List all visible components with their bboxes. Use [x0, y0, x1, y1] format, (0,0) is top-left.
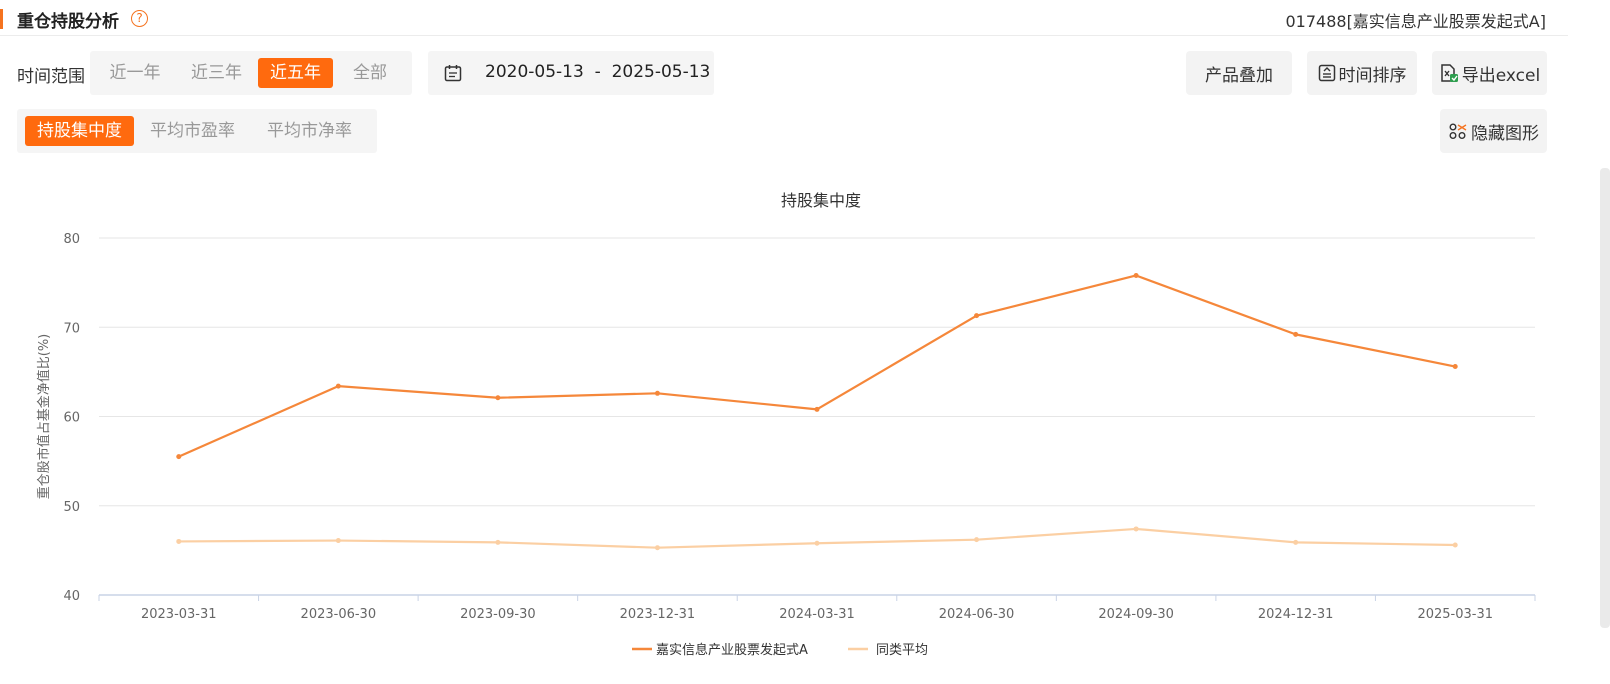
vertical-scrollbar[interactable] [1600, 168, 1610, 628]
series-point-1 [176, 538, 182, 544]
product-overlay-label: 产品叠加 [1205, 65, 1273, 86]
hide-graph-icon [1449, 123, 1467, 139]
help-icon[interactable]: ? [131, 10, 148, 27]
series-point-0 [974, 313, 980, 319]
y-tick-label: 60 [63, 411, 80, 426]
series-point-0 [654, 390, 660, 396]
series-point-0 [335, 383, 341, 389]
legend-label-1: 同类平均 [876, 643, 928, 658]
x-tick-label: 2024-03-31 [779, 607, 855, 622]
metric-tab-0[interactable]: 持股集中度 [25, 116, 134, 146]
hide-chart-label: 隐藏图形 [1471, 123, 1539, 144]
product-overlay-button[interactable]: 产品叠加 [1186, 51, 1292, 95]
x-tick-label: 2024-12-31 [1258, 607, 1334, 622]
date-range-text: 2020-05-13 - 2025-05-13 [485, 62, 710, 82]
section-title: 重仓持股分析 [17, 12, 119, 32]
calendar-icon [444, 65, 462, 82]
metric-tab-1[interactable]: 平均市盈率 [150, 121, 235, 141]
y-axis-label: 重仓股市值占基金净值比(%) [36, 334, 52, 500]
y-tick-label: 70 [63, 321, 80, 336]
metric-tabs: 持股集中度 平均市盈率 平均市净率 [17, 109, 377, 153]
series-point-0 [814, 406, 820, 412]
x-tick-label: 2025-03-31 [1417, 607, 1493, 622]
series-point-0 [495, 395, 501, 401]
fund-label: 017488[嘉实信息产业股票发起式A] [1285, 12, 1546, 31]
series-point-0 [1452, 364, 1458, 370]
time-range-option-2[interactable]: 近五年 [258, 58, 333, 88]
series-point-1 [495, 539, 501, 545]
series-point-0 [1293, 331, 1299, 337]
excel-export-icon [1441, 64, 1458, 82]
x-tick-label: 2023-12-31 [620, 607, 696, 622]
time-sort-button[interactable]: 时间排序 [1307, 51, 1417, 95]
chart-title: 持股集中度 [781, 191, 861, 210]
header-accent-bar [0, 9, 3, 29]
date-end: 2025-05-13 [611, 62, 711, 82]
metric-tab-2[interactable]: 平均市净率 [267, 121, 352, 141]
date-start: 2020-05-13 [485, 62, 584, 82]
x-tick-label: 2023-03-31 [141, 607, 217, 622]
x-tick-label: 2023-06-30 [301, 607, 377, 622]
time-range-label: 时间范围 [17, 67, 85, 87]
time-sort-label: 时间排序 [1338, 65, 1407, 86]
series-point-1 [1293, 539, 1299, 545]
x-tick-label: 2024-09-30 [1098, 607, 1174, 622]
hide-chart-button[interactable]: 隐藏图形 [1440, 109, 1547, 153]
series-point-1 [1133, 526, 1139, 532]
export-excel-label: 导出excel [1461, 65, 1541, 86]
section-header: 重仓持股分析 ? 017488[嘉实信息产业股票发起式A] [0, 0, 1568, 36]
x-tick-label: 2024-06-30 [939, 607, 1015, 622]
y-tick-label: 40 [63, 589, 80, 604]
x-tick-label: 2023-09-30 [460, 607, 536, 622]
time-range-option-3[interactable]: 全部 [353, 63, 387, 83]
series-point-0 [1133, 272, 1139, 278]
series-point-1 [974, 537, 980, 543]
time-range-selector: 近一年 近三年 近五年 全部 [90, 51, 412, 95]
legend-label-0: 嘉实信息产业股票发起式A [656, 642, 808, 658]
sort-icon [1318, 64, 1335, 82]
concentration-line-chart: 持股集中度 40 50 60 70 80 2023-03-31 2023-06-30 2023-… [36, 191, 1536, 658]
series-point-1 [814, 540, 820, 546]
time-range-option-1[interactable]: 近三年 [191, 63, 242, 83]
series-point-0 [176, 454, 182, 460]
series-line-0 [178, 274, 1456, 458]
y-tick-label: 80 [63, 232, 80, 247]
series-point-1 [1452, 542, 1458, 548]
export-excel-button[interactable]: 导出excel [1432, 51, 1547, 95]
y-tick-label: 50 [63, 500, 80, 515]
series-point-1 [654, 545, 660, 551]
date-range-picker[interactable]: 2020-05-13 - 2025-05-13 [428, 51, 714, 95]
date-separator: - [594, 62, 601, 82]
time-range-option-0[interactable]: 近一年 [109, 63, 161, 83]
series-point-1 [335, 538, 341, 544]
